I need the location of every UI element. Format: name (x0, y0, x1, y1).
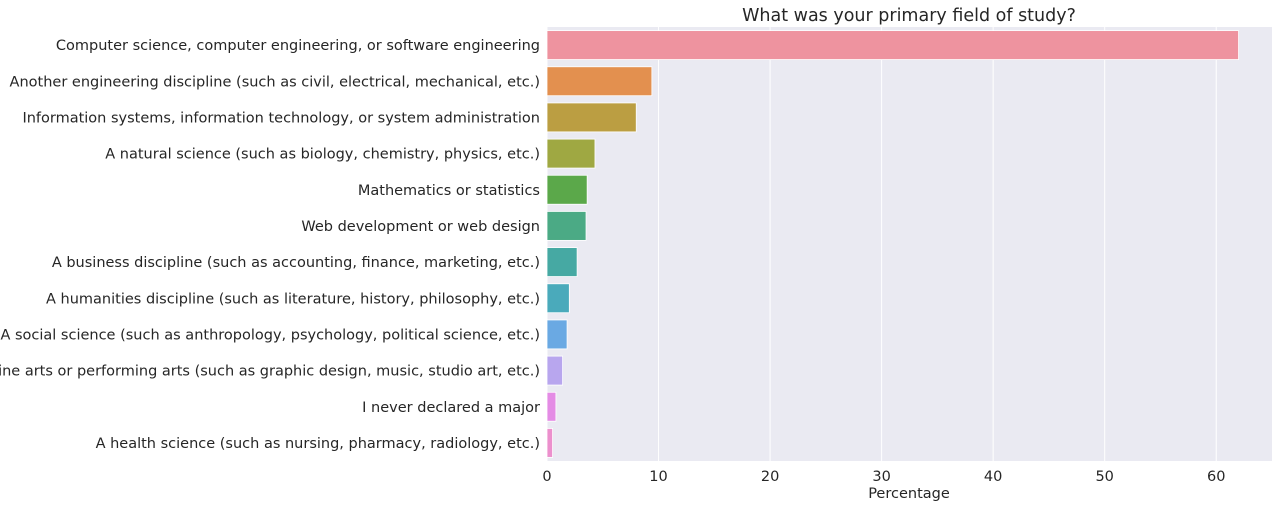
category-label: Computer science, computer engineering, … (56, 38, 540, 54)
category-label: Web development or web design (301, 219, 540, 235)
bar (546, 283, 570, 314)
plot-background (547, 27, 1272, 461)
category-label: Another engineering discipline (such as … (10, 74, 540, 90)
bar (546, 66, 653, 97)
bar (546, 138, 596, 169)
bar (546, 174, 588, 205)
category-label: I never declared a major (362, 400, 540, 416)
bar (546, 319, 568, 350)
category-label: A natural science (such as biology, chem… (105, 147, 540, 163)
bar (546, 30, 1239, 60)
x-axis-label: Percentage (868, 486, 950, 502)
gridlines (546, 27, 1217, 461)
chart-title: What was your primary field of study? (742, 6, 1076, 26)
bar (546, 102, 637, 133)
category-label: Mathematics or statistics (358, 183, 540, 199)
x-tick-label: 20 (761, 469, 779, 485)
x-tick-label: 30 (872, 469, 890, 485)
bars (546, 30, 1239, 458)
category-label: A social science (such as anthropology, … (0, 327, 540, 343)
category-label: Information systems, information technol… (22, 110, 540, 126)
x-tick-label: 10 (649, 469, 667, 485)
bar (546, 391, 557, 422)
category-label: Fine arts or performing arts (such as gr… (0, 364, 540, 380)
category-label: A health science (such as nursing, pharm… (96, 436, 540, 452)
category-label: A humanities discipline (such as literat… (46, 291, 540, 307)
x-tick-label: 50 (1095, 469, 1113, 485)
bar (546, 428, 553, 458)
category-label: A business discipline (such as accountin… (52, 255, 540, 271)
bar (546, 355, 564, 386)
bar (546, 247, 578, 277)
bar (546, 211, 587, 241)
x-tick-label: 40 (984, 469, 1002, 485)
x-tick-label: 60 (1207, 469, 1225, 485)
category-labels: Computer science, computer engineering, … (0, 38, 540, 452)
x-tick-label: 0 (542, 469, 551, 485)
x-tick-labels: 0 10 20 30 40 50 60 (542, 469, 1225, 485)
